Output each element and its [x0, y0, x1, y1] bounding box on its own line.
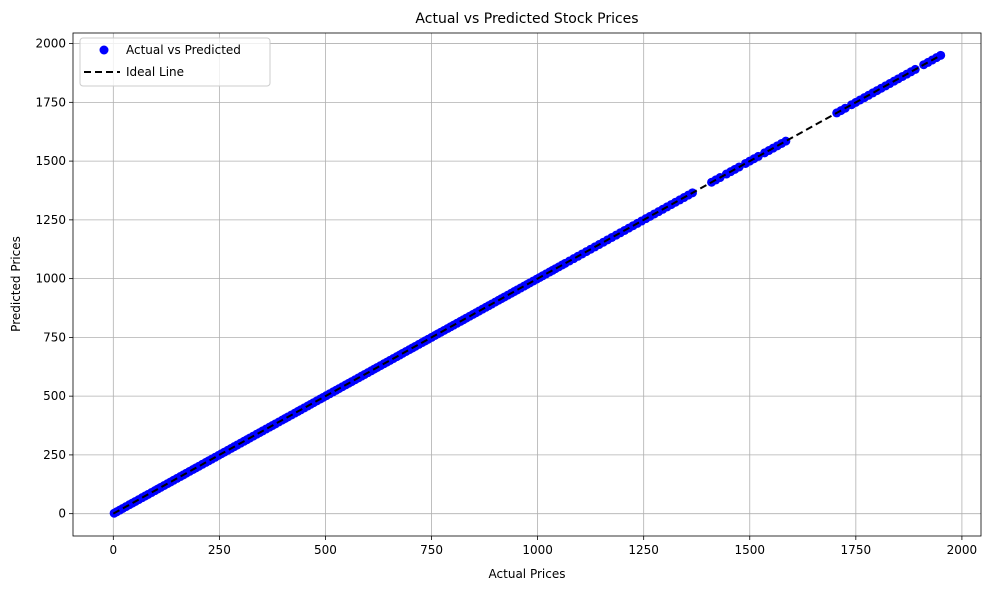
x-tick-label: 1750: [841, 543, 872, 557]
x-tick-label: 1000: [522, 543, 553, 557]
axis-ticks: 0 250 500 750 1000 1250 1500 1750 2000 0 250 500 750…: [35, 37, 977, 557]
x-tick-label: 500: [314, 543, 337, 557]
x-tick-label: 750: [420, 543, 443, 557]
legend-box: [79, 37, 271, 87]
x-tick-label: 1250: [628, 543, 659, 557]
y-tick-label: 250: [43, 448, 66, 462]
y-tick-label: 1250: [35, 213, 66, 227]
x-axis-label: Actual Prices: [489, 567, 566, 581]
legend-marker-actual: [99, 45, 109, 55]
y-axis-label: Predicted Prices: [9, 236, 23, 332]
x-tick-label: 250: [208, 543, 231, 557]
chart-title: Actual vs Predicted Stock Prices: [415, 11, 638, 27]
y-tick-label: 1000: [35, 272, 66, 286]
legend-label-actual: Actual vs Predicted: [126, 43, 241, 57]
ideal-line: [112, 54, 942, 515]
y-tick-label: 2000: [35, 37, 66, 51]
plot-data: [109, 50, 946, 518]
legend-label-ideal: Ideal Line: [126, 65, 184, 79]
x-tick-label: 1500: [734, 543, 765, 557]
x-tick-label: 2000: [947, 543, 978, 557]
legend: Actual vs Predicted Ideal Line: [79, 37, 271, 87]
scatter-point: [936, 50, 946, 60]
y-tick-label: 0: [58, 507, 66, 521]
y-tick-label: 1500: [35, 154, 66, 168]
y-tick-label: 500: [43, 389, 66, 403]
plot-frame: [72, 32, 982, 537]
y-tick-label: 1750: [35, 95, 66, 109]
x-tick-label: 0: [109, 543, 117, 557]
y-tick-label: 750: [43, 330, 66, 344]
